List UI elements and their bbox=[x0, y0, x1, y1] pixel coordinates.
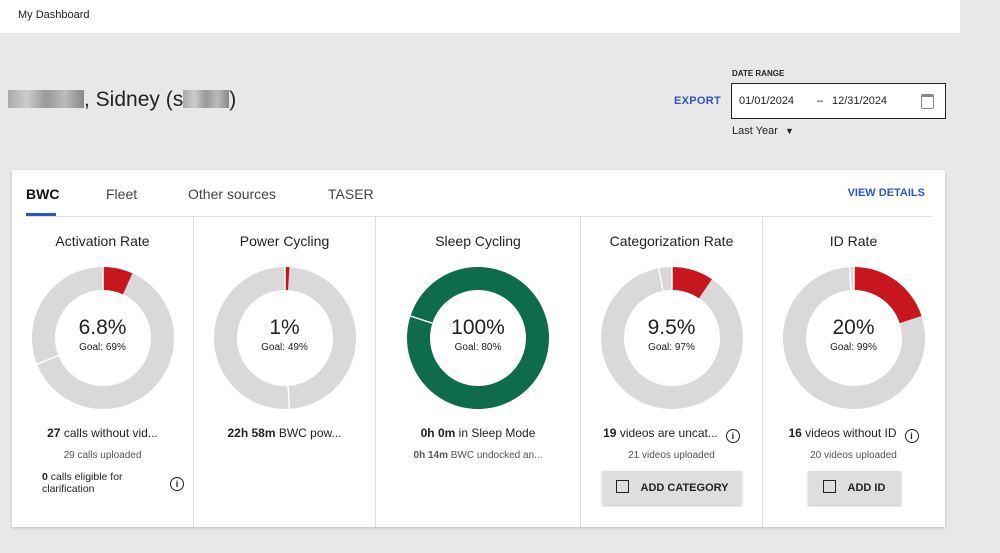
donut-chart bbox=[782, 267, 925, 409]
goal-label: Goal: 80% bbox=[454, 342, 502, 353]
end-date[interactable]: 12/31/2024 bbox=[832, 95, 888, 107]
secondary-stat: 0h 14m BWC undocked an... bbox=[413, 450, 543, 461]
goal-marker bbox=[848, 267, 852, 291]
date-range-label: DATE RANGE bbox=[732, 69, 785, 78]
external-link-icon bbox=[615, 480, 629, 493]
primary-stat: 22h 58m BWC pow... bbox=[227, 426, 342, 440]
panel-id-rate: ID Rate 20% Goal: 99% 16 videos without … bbox=[763, 217, 944, 527]
goal-marker bbox=[657, 268, 664, 291]
tab-taser[interactable]: TASER bbox=[328, 186, 374, 202]
panel-title: ID Rate bbox=[829, 233, 878, 249]
user-name: , Sidney (s) bbox=[8, 88, 236, 112]
date-range-input[interactable]: 01/01/2024 – 12/31/2024 bbox=[731, 83, 946, 119]
goal-label: Goal: 99% bbox=[830, 342, 877, 353]
donut-value-arc bbox=[407, 267, 550, 409]
metrics-card: BWC Fleet Other sources TASER VIEW DETAI… bbox=[12, 170, 945, 527]
primary-stat: 19 videos are uncat... i bbox=[581, 426, 762, 443]
donut-value-arc bbox=[671, 267, 712, 299]
app-title: My Dashboard bbox=[18, 9, 90, 21]
goal-marker bbox=[36, 354, 59, 365]
panel-power-cycling: Power Cycling 1% Goal: 49% 22h 58m BWC p… bbox=[194, 217, 376, 527]
add-category-button[interactable]: ADD CATEGORY bbox=[602, 471, 742, 505]
goal-label: Goal: 97% bbox=[648, 342, 695, 353]
secondary-stat: 20 videos uploaded bbox=[810, 450, 897, 461]
tab-other-sources[interactable]: Other sources bbox=[188, 186, 276, 202]
top-bar: My Dashboard bbox=[0, 0, 960, 33]
panel-activation-rate: Activation Rate 6.8% Goal: 69% 27 calls … bbox=[12, 217, 194, 527]
view-details-link[interactable]: VIEW DETAILS bbox=[847, 187, 925, 199]
metric-value: 20% bbox=[832, 316, 875, 339]
donut-value-arc bbox=[102, 267, 132, 295]
metric-value: 1% bbox=[269, 316, 300, 339]
donut-chart bbox=[407, 267, 550, 409]
active-tab-indicator bbox=[26, 213, 56, 216]
panel-title: Power Cycling bbox=[239, 233, 330, 249]
goal-marker bbox=[410, 315, 433, 324]
info-icon[interactable]: i bbox=[904, 429, 919, 443]
export-button[interactable]: EXPORT bbox=[674, 95, 722, 107]
tab-bwc[interactable]: BWC bbox=[26, 186, 60, 202]
caret-down-icon: ▼ bbox=[784, 126, 794, 136]
tab-fleet[interactable]: Fleet bbox=[106, 186, 138, 202]
date-separator: – bbox=[817, 95, 824, 107]
panel-sleep-cycling: Sleep Cycling 100% Goal: 80% 0h 0m in Sl… bbox=[376, 217, 581, 527]
donut-chart bbox=[213, 267, 356, 409]
add-id-button[interactable]: ADD ID bbox=[807, 471, 901, 505]
secondary-stat: 21 videos uploaded bbox=[628, 450, 715, 461]
metric-value: 6.8% bbox=[78, 316, 127, 339]
calendar-icon[interactable] bbox=[921, 94, 934, 109]
info-icon[interactable]: i bbox=[170, 477, 184, 491]
primary-stat: 0h 0m in Sleep Mode bbox=[420, 426, 536, 440]
tab-divider bbox=[26, 216, 931, 217]
metric-value: 9.5% bbox=[647, 316, 696, 339]
goal-label: Goal: 69% bbox=[79, 342, 126, 353]
panel-categorization-rate: Categorization Rate 9.5% Goal: 97% 19 vi… bbox=[581, 217, 763, 527]
donut-track bbox=[600, 267, 743, 409]
primary-stat: 16 videos without ID i bbox=[763, 426, 944, 443]
redacted-id bbox=[183, 90, 230, 108]
panel-title: Categorization Rate bbox=[609, 233, 734, 249]
external-link-icon bbox=[822, 480, 836, 493]
donut-value-arc bbox=[853, 267, 922, 324]
redacted-surname bbox=[8, 90, 84, 108]
primary-stat: 27 calls without vid... bbox=[47, 426, 158, 440]
panel-title: Activation Rate bbox=[55, 233, 150, 249]
eligible-stat: 0 calls eligible for clarification bbox=[42, 471, 123, 495]
date-preset-dropdown[interactable]: Last Year ▼ bbox=[732, 125, 794, 137]
donut-track bbox=[213, 267, 356, 409]
goal-marker bbox=[286, 385, 290, 409]
donut-chart bbox=[600, 267, 743, 409]
start-date[interactable]: 01/01/2024 bbox=[739, 95, 795, 107]
info-icon[interactable]: i bbox=[725, 429, 740, 443]
metric-value: 100% bbox=[451, 316, 505, 339]
panel-title: Sleep Cycling bbox=[435, 233, 521, 249]
donut-chart bbox=[31, 267, 174, 409]
donut-track bbox=[31, 267, 174, 409]
goal-label: Goal: 49% bbox=[261, 342, 308, 353]
donut-value-arc bbox=[284, 267, 289, 291]
secondary-stat: 29 calls uploaded bbox=[63, 450, 142, 461]
